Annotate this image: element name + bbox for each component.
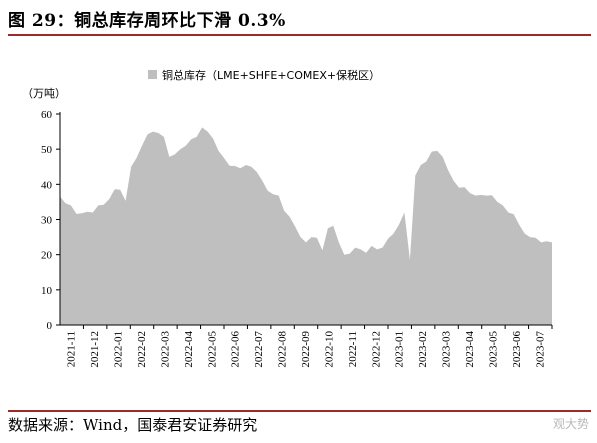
title-divider (8, 34, 591, 36)
legend: 铜总库存（LME+SHFE+COMEX+保税区） (148, 68, 380, 82)
chart-title: 图 29：铜总库存周环比下滑 0.3% (8, 11, 286, 31)
inventory-area (60, 127, 552, 326)
legend-swatch (148, 70, 157, 79)
x-tick-label: 2023-01 (394, 331, 406, 368)
chart-area: （万吨） 0 10 20 30 40 50 60 2021-11 2021-12 2022-01 20… (22, 68, 553, 368)
y-tick-label: 20 (41, 250, 53, 262)
y-tick-label: 0 (47, 320, 53, 332)
x-tick-label: 2022-07 (253, 331, 265, 368)
x-tick-label: 2022-03 (159, 331, 171, 368)
y-axis-unit: （万吨） (22, 87, 66, 100)
x-tick-label: 2023-06 (511, 331, 523, 368)
x-tick-label: 2022-04 (183, 331, 195, 368)
x-tick-label: 2022-08 (277, 331, 289, 368)
y-tick-label: 30 (41, 215, 53, 227)
x-tick-label: 2022-09 (300, 331, 312, 368)
x-tick-label: 2022-05 (206, 331, 218, 368)
legend-label: 铜总库存（LME+SHFE+COMEX+保税区） (162, 68, 380, 82)
x-tick-label: 2022-10 (323, 331, 335, 368)
watermark: 观大势 (552, 417, 589, 431)
x-tick-label: 2021-11 (66, 331, 78, 367)
x-tick-label: 2023-03 (441, 331, 453, 368)
y-tick-label: 50 (41, 144, 53, 156)
y-tick-label: 60 (41, 109, 53, 121)
y-tick-label: 10 (41, 285, 53, 297)
x-tick-label: 2023-07 (534, 331, 546, 368)
y-tick-label: 40 (41, 179, 53, 191)
x-tick-label: 2021-12 (89, 331, 101, 368)
x-tick-label: 2023-02 (417, 331, 429, 368)
area-layer (60, 127, 552, 326)
x-tick-label: 2022-02 (136, 331, 148, 368)
x-tick-label: 2022-01 (113, 331, 125, 368)
x-tick-label: 2023-05 (487, 331, 499, 368)
x-tick-label: 2022-12 (370, 331, 382, 368)
x-tick-label: 2023-04 (464, 331, 476, 368)
data-source: 数据来源：Wind，国泰君安证券研究 (8, 416, 258, 434)
x-tick-label: 2022-11 (347, 331, 359, 367)
axis-layer: （万吨） 0 10 20 30 40 50 60 2021-11 2021-12 2022-01 20… (22, 87, 553, 368)
source-divider (8, 410, 591, 412)
x-tick-label: 2022-06 (230, 331, 242, 368)
